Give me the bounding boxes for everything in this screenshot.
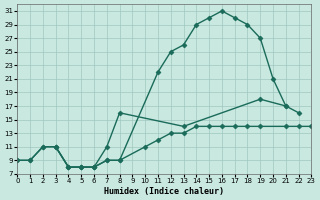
X-axis label: Humidex (Indice chaleur): Humidex (Indice chaleur): [104, 187, 224, 196]
